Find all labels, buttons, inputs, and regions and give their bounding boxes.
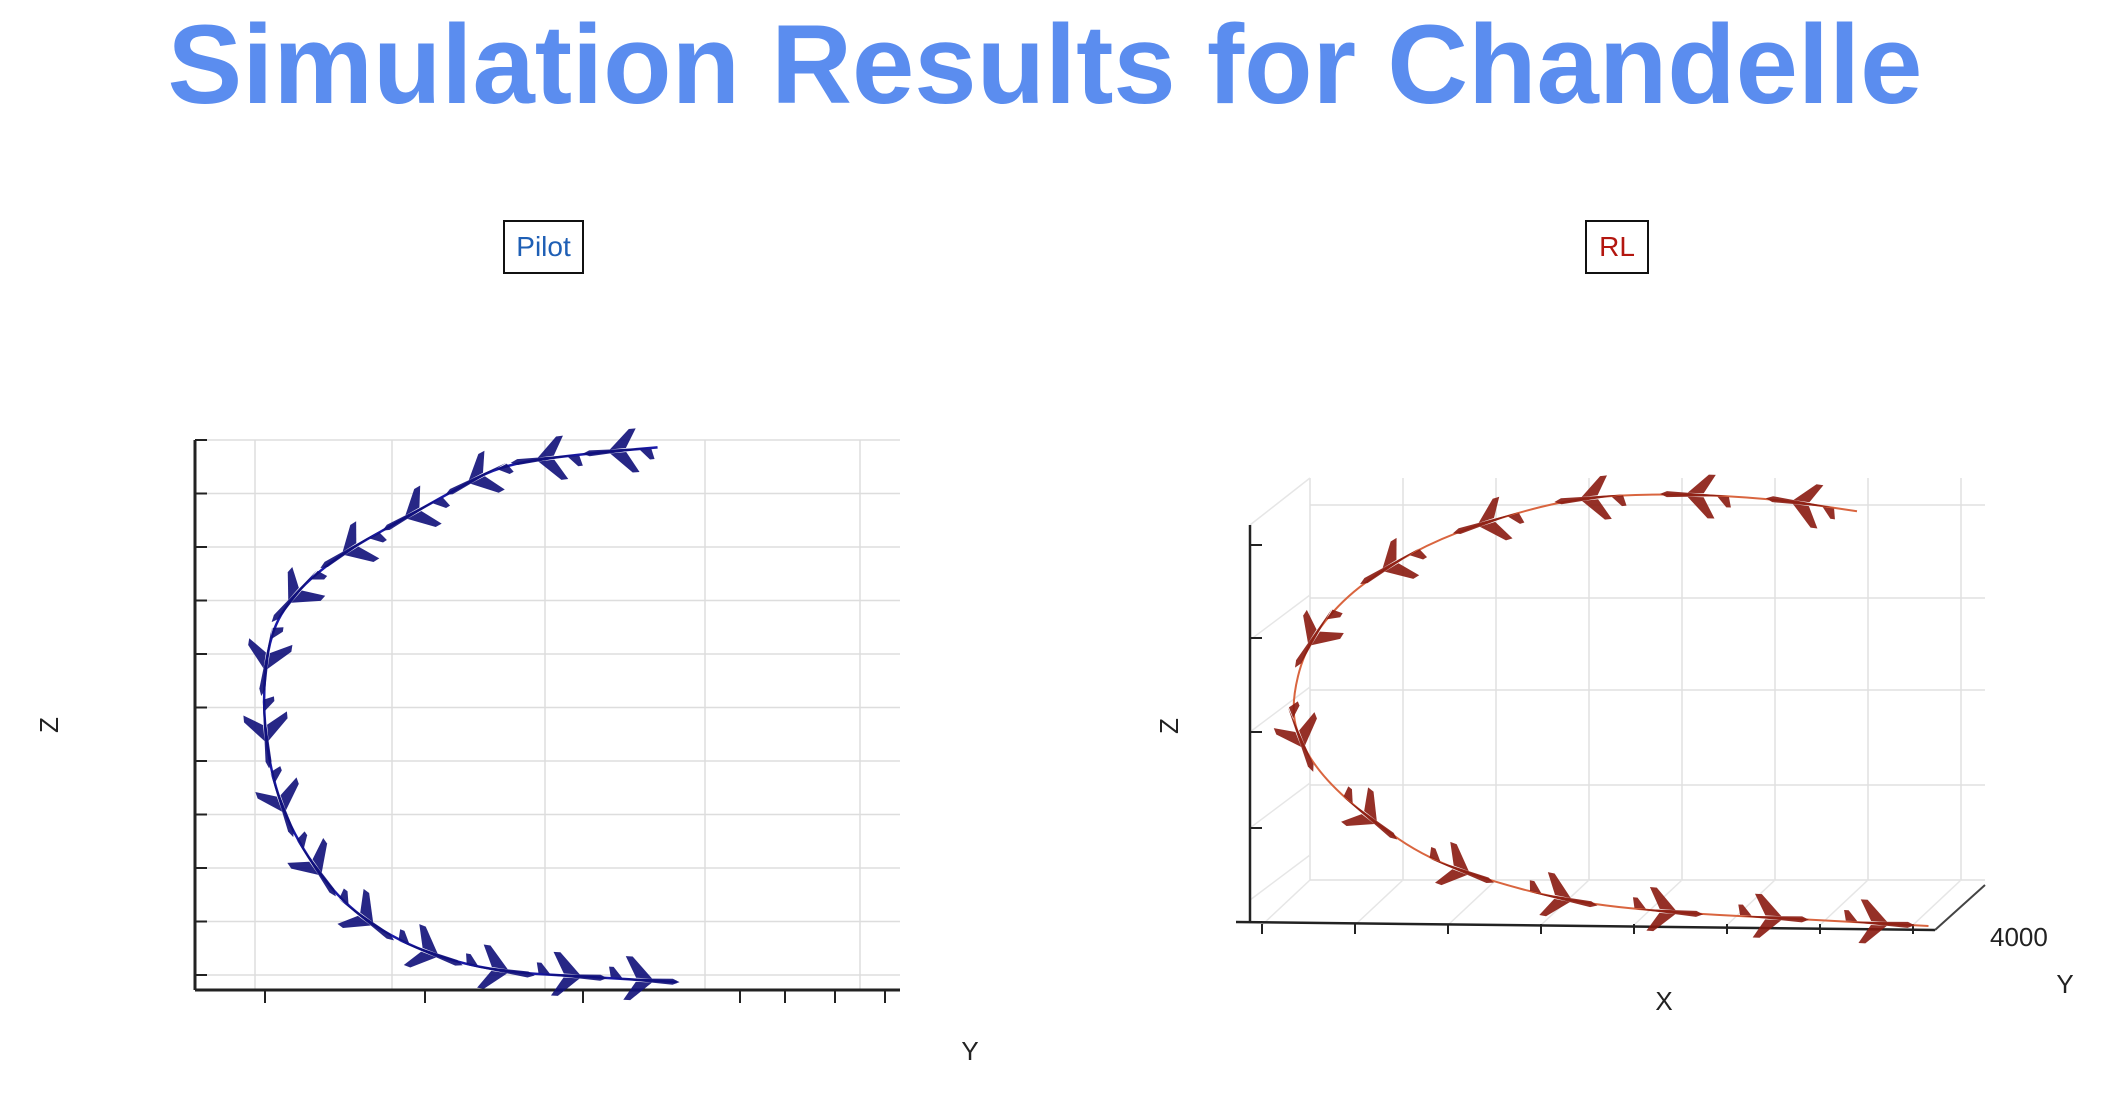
pilot-z-axis-label: Z — [34, 717, 64, 733]
pilot-aircraft-marker — [582, 428, 655, 473]
page-title: Simulation Results for Chandelle — [167, 2, 1923, 127]
rl-chart: Z Y X 4000 — [1154, 474, 2074, 1016]
rl-aircraft-marker — [1294, 609, 1344, 668]
pilot-aircraft-marker — [382, 485, 451, 531]
pilot-trajectory-line — [262, 446, 677, 984]
pilot-aircraft-marker — [445, 450, 514, 495]
rl-aircraft-markers — [1273, 474, 1915, 944]
rl-aircraft-marker — [1738, 893, 1809, 938]
pilot-aircraft-marker — [536, 951, 608, 996]
pilot-aircraft-marker — [287, 831, 336, 897]
pilot-aircraft-marker — [243, 696, 288, 769]
rl-grid — [1249, 477, 1985, 926]
pilot-aircraft-marker — [271, 566, 328, 623]
pilot-aircraft-marker — [248, 627, 293, 696]
rl-aircraft-marker — [1554, 475, 1627, 520]
pilot-panel-label: Pilot — [503, 220, 584, 274]
pilot-y-axis-label: Y — [961, 1036, 978, 1066]
rl-aircraft-marker — [1429, 841, 1494, 886]
rl-aircraft-marker — [1765, 484, 1835, 529]
pilot-aircraft-markers — [243, 428, 680, 1001]
pilot-aircraft-marker — [320, 521, 387, 569]
rl-y-axis-label: Y — [2056, 969, 2073, 999]
rl-aircraft-marker — [1360, 537, 1428, 585]
rl-aircraft-marker — [1659, 474, 1731, 519]
rl-aircraft-marker — [1341, 786, 1398, 840]
rl-aircraft-marker — [1529, 872, 1598, 917]
pilot-aircraft-marker — [609, 956, 680, 1001]
rl-aircraft-marker — [1273, 701, 1317, 772]
pilot-ticks — [195, 439, 886, 1003]
pilot-aircraft-marker — [255, 766, 299, 838]
rl-panel-label: RL — [1585, 220, 1649, 274]
pilot-aircraft-marker — [466, 944, 535, 989]
pilot-aircraft-marker — [510, 435, 583, 480]
pilot-aircraft-marker — [398, 924, 463, 968]
rl-z-axis-label: Z — [1154, 718, 1184, 734]
rl-ticks — [1250, 544, 1914, 934]
pilot-axes — [193, 440, 900, 992]
rl-x-axis-label: X — [1655, 986, 1672, 1016]
pilot-chart: Z Y — [34, 428, 979, 1066]
rl-aircraft-marker — [1452, 496, 1525, 541]
pilot-grid — [195, 439, 900, 990]
rl-axes — [1235, 525, 1986, 932]
rl-y-tick-label: 4000 — [1990, 922, 2048, 952]
pilot-aircraft-marker — [337, 888, 395, 941]
rl-aircraft-marker — [1844, 899, 1915, 944]
rl-aircraft-marker — [1632, 887, 1704, 932]
